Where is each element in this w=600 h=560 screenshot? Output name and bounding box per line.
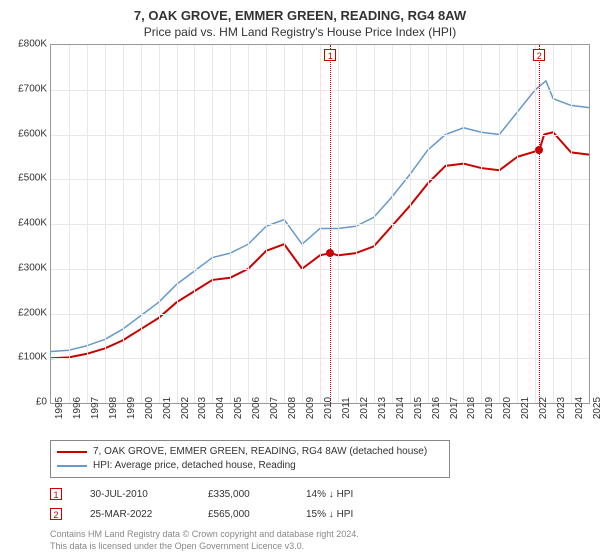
sale-date-2: 25-MAR-2022: [90, 509, 180, 520]
x-tick-label: 2005: [233, 397, 244, 419]
legend-swatch-property: [57, 451, 87, 453]
x-tick-label: 2014: [395, 397, 406, 419]
y-tick-label: £200K: [2, 307, 47, 318]
plot-area: 12: [50, 44, 590, 404]
x-tick-label: 1995: [54, 397, 65, 419]
chart-subtitle: Price paid vs. HM Land Registry's House …: [0, 23, 600, 43]
x-tick-label: 2012: [359, 397, 370, 419]
chart-container: 7, OAK GROVE, EMMER GREEN, READING, RG4 …: [0, 0, 600, 560]
sale-price-2: £565,000: [208, 509, 278, 520]
y-tick-label: £0: [2, 397, 47, 408]
sale-dot: [326, 249, 334, 257]
sale-marker: 1: [324, 49, 336, 61]
sale-date-1: 30-JUL-2010: [90, 489, 180, 500]
x-tick-label: 2007: [269, 397, 280, 419]
x-tick-label: 2011: [341, 397, 352, 419]
sales-row-2: 2 25-MAR-2022 £565,000 15% ↓ HPI: [50, 504, 386, 524]
x-tick-label: 2009: [305, 397, 316, 419]
legend-label-property: 7, OAK GROVE, EMMER GREEN, READING, RG4 …: [93, 445, 427, 459]
x-tick-label: 2003: [197, 397, 208, 419]
sale-diff-2: 15% ↓ HPI: [306, 509, 386, 520]
legend-swatch-hpi: [57, 465, 87, 467]
x-tick-label: 2025: [592, 397, 600, 419]
x-tick-label: 1996: [72, 397, 83, 419]
x-tick-label: 2013: [377, 397, 388, 419]
sales-table: 1 30-JUL-2010 £335,000 14% ↓ HPI 2 25-MA…: [50, 484, 386, 524]
sale-marker: 2: [533, 49, 545, 61]
x-tick-label: 2010: [323, 397, 334, 419]
y-tick-label: £600K: [2, 128, 47, 139]
x-tick-label: 2004: [215, 397, 226, 419]
footer-text: Contains HM Land Registry data © Crown c…: [50, 528, 359, 552]
chart-title: 7, OAK GROVE, EMMER GREEN, READING, RG4 …: [0, 0, 600, 23]
x-tick-label: 2022: [538, 397, 549, 419]
legend-label-hpi: HPI: Average price, detached house, Read…: [93, 459, 296, 473]
y-tick-label: £500K: [2, 173, 47, 184]
sale-index-2: 2: [50, 508, 62, 520]
x-tick-label: 2008: [287, 397, 298, 419]
y-tick-label: £400K: [2, 218, 47, 229]
legend-row-hpi: HPI: Average price, detached house, Read…: [57, 459, 443, 473]
x-tick-label: 2024: [574, 397, 585, 419]
sale-index-1: 1: [50, 488, 62, 500]
x-tick-label: 2015: [413, 397, 424, 419]
x-tick-label: 1997: [90, 397, 101, 419]
x-tick-label: 2002: [180, 397, 191, 419]
sale-dot: [535, 146, 543, 154]
x-tick-label: 2018: [466, 397, 477, 419]
x-tick-label: 2001: [162, 397, 173, 419]
y-tick-label: £800K: [2, 39, 47, 50]
x-tick-label: 2020: [502, 397, 513, 419]
x-tick-label: 2021: [520, 397, 531, 419]
footer-line-1: Contains HM Land Registry data © Crown c…: [50, 528, 359, 540]
y-tick-label: £700K: [2, 83, 47, 94]
x-tick-label: 2017: [449, 397, 460, 419]
legend-box: 7, OAK GROVE, EMMER GREEN, READING, RG4 …: [50, 440, 450, 478]
x-tick-label: 2006: [251, 397, 262, 419]
x-tick-label: 1999: [126, 397, 137, 419]
y-tick-label: £300K: [2, 262, 47, 273]
x-tick-label: 2016: [431, 397, 442, 419]
x-tick-label: 2000: [144, 397, 155, 419]
x-tick-label: 2019: [484, 397, 495, 419]
sale-diff-1: 14% ↓ HPI: [306, 489, 386, 500]
sale-price-1: £335,000: [208, 489, 278, 500]
sales-row-1: 1 30-JUL-2010 £335,000 14% ↓ HPI: [50, 484, 386, 504]
x-tick-label: 2023: [556, 397, 567, 419]
y-tick-label: £100K: [2, 352, 47, 363]
legend-row-property: 7, OAK GROVE, EMMER GREEN, READING, RG4 …: [57, 445, 443, 459]
x-tick-label: 1998: [108, 397, 119, 419]
footer-line-2: This data is licensed under the Open Gov…: [50, 540, 359, 552]
